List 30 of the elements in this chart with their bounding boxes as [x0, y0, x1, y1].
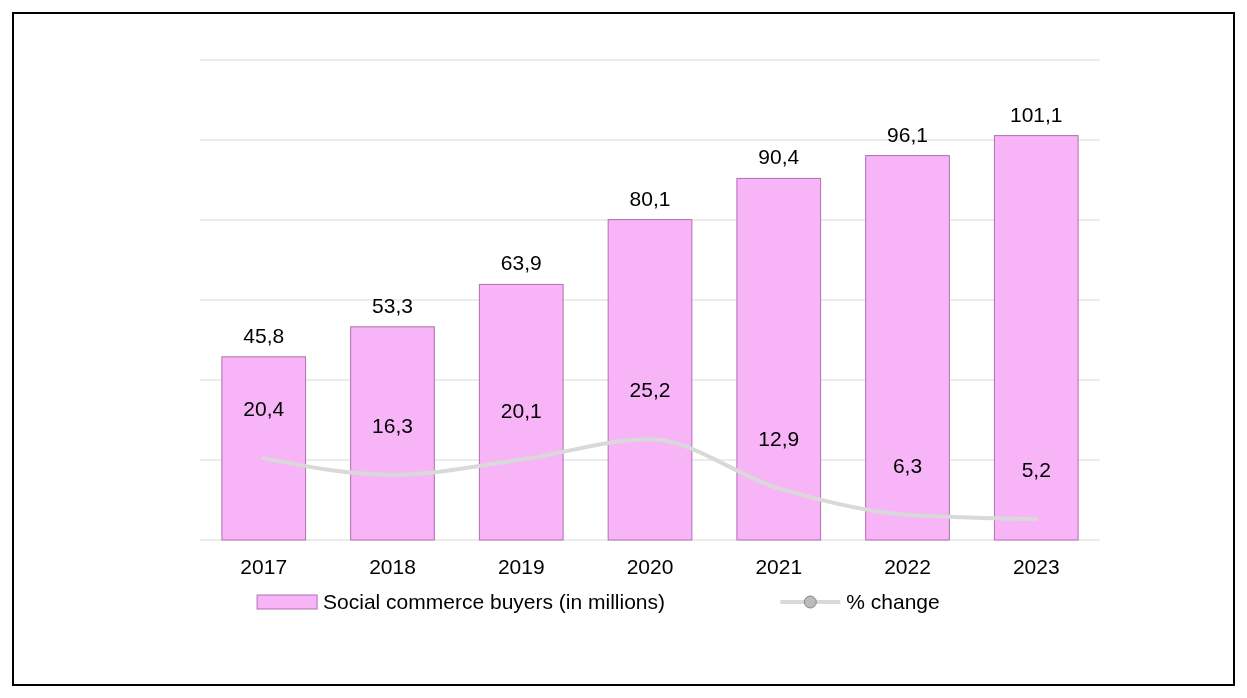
bar — [865, 155, 950, 541]
legend-label: % change — [846, 590, 940, 614]
bar — [993, 135, 1079, 541]
bar — [221, 356, 307, 541]
bar — [736, 177, 822, 541]
data-label: 20,4 — [243, 397, 285, 421]
x-tick-label: 2019 — [497, 555, 545, 578]
legend-label: Social commerce buyers (in millions) — [323, 590, 666, 614]
data-label: 6,3 — [892, 453, 923, 477]
x-tick-label: 2021 — [755, 555, 803, 578]
bar — [607, 219, 693, 541]
data-label: 25,2 — [629, 378, 671, 402]
data-label: 45,8 — [243, 323, 285, 347]
bar — [478, 283, 564, 541]
x-tick-label: 2017 — [240, 555, 288, 578]
data-label: 96,1 — [887, 122, 928, 146]
x-tick-label: 2018 — [369, 555, 416, 578]
data-label: 20,1 — [500, 398, 542, 422]
data-label: 12,9 — [758, 427, 800, 451]
data-label: 63,9 — [500, 251, 542, 275]
bar — [350, 326, 435, 541]
data-label: 80,1 — [629, 186, 671, 210]
x-tick-label: 2023 — [1012, 555, 1060, 578]
data-label: 16,3 — [372, 413, 413, 437]
data-label: 5,2 — [1021, 458, 1051, 482]
x-tick-label: 2020 — [626, 555, 674, 578]
data-label: 53,3 — [372, 293, 413, 317]
data-label: 101,1 — [1009, 102, 1063, 126]
data-label: 90,4 — [758, 145, 800, 169]
x-tick-label: 2022 — [884, 555, 931, 578]
